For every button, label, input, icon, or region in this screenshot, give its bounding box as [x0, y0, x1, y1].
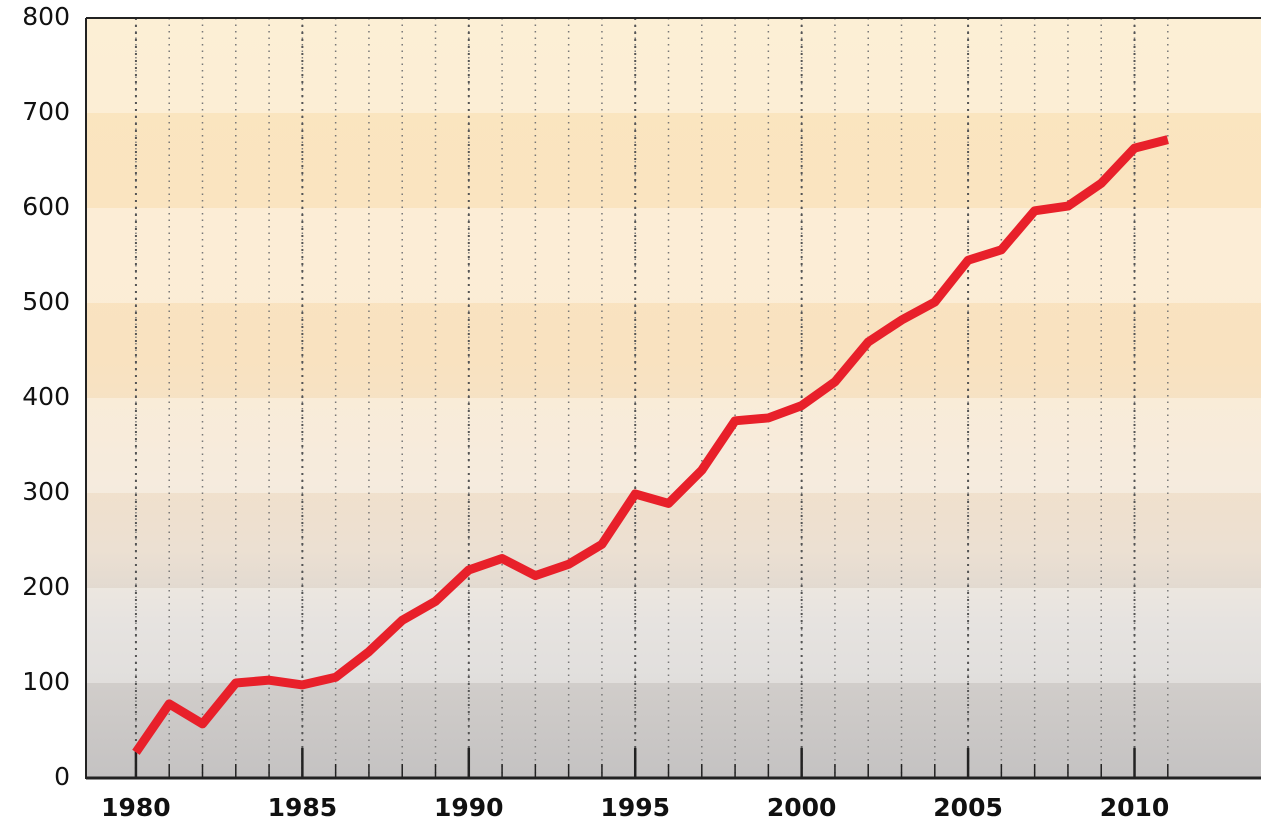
y-tick-label: 200	[22, 572, 70, 601]
y-tick-label: 600	[22, 192, 70, 221]
y-tick-label: 0	[54, 762, 70, 791]
y-tick-label: 300	[22, 477, 70, 506]
x-tick-label: 2005	[933, 793, 1003, 822]
grid-band	[86, 398, 1261, 493]
x-tick-label: 2000	[767, 793, 837, 822]
data-line	[132, 135, 1169, 755]
y-tick-label: 100	[22, 667, 70, 696]
x-tick-label: 1990	[434, 793, 504, 822]
x-tick-label: 1995	[600, 793, 670, 822]
x-tick-label: 2010	[1100, 793, 1170, 822]
plot-background	[86, 18, 1261, 778]
grid-band	[86, 18, 1261, 113]
y-tick-label: 400	[22, 382, 70, 411]
y-tick-label: 700	[22, 97, 70, 126]
grid-band	[86, 588, 1261, 683]
x-tick-label: 1980	[101, 793, 171, 822]
y-tick-label: 500	[22, 287, 70, 316]
x-tick-label: 1985	[268, 793, 338, 822]
y-tick-label: 800	[22, 2, 70, 31]
grid-band	[86, 208, 1261, 303]
